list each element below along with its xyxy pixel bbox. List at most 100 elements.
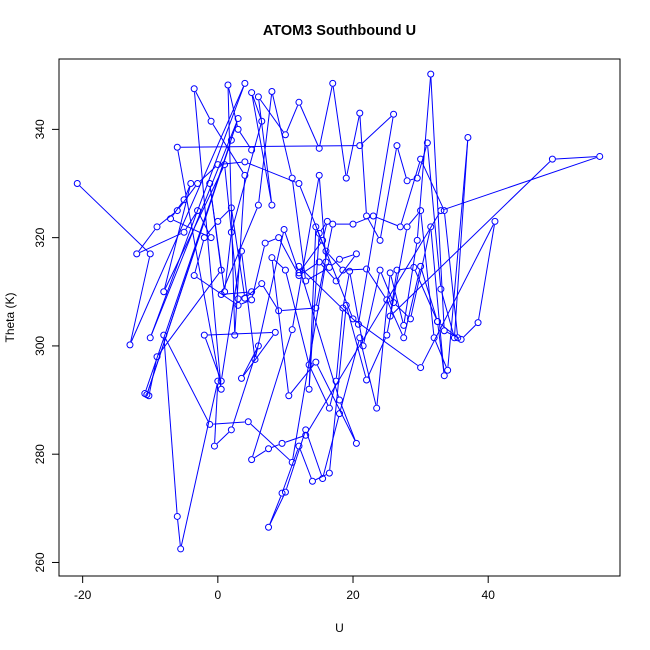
data-point bbox=[190, 272, 198, 280]
series-segment bbox=[444, 157, 597, 210]
series-segment bbox=[177, 150, 222, 386]
data-point bbox=[288, 174, 296, 182]
data-point bbox=[254, 342, 262, 350]
series-segment bbox=[271, 261, 289, 393]
series-segment bbox=[177, 519, 181, 546]
data-point bbox=[214, 217, 222, 225]
data-point bbox=[322, 258, 330, 266]
data-point bbox=[227, 136, 235, 144]
data-point bbox=[354, 320, 362, 328]
series-segment bbox=[221, 161, 242, 165]
series-segment bbox=[224, 235, 232, 289]
data-point bbox=[258, 117, 266, 125]
data-point bbox=[206, 420, 214, 428]
data-point bbox=[187, 180, 195, 188]
series-segment bbox=[362, 116, 392, 144]
data-point bbox=[315, 171, 323, 179]
series-segment bbox=[231, 349, 258, 427]
series-segment bbox=[164, 337, 209, 422]
data-point bbox=[323, 217, 331, 225]
data-point bbox=[237, 374, 245, 382]
data-point bbox=[376, 236, 384, 244]
series-segment bbox=[286, 105, 299, 132]
data-point bbox=[342, 174, 350, 182]
series-segment bbox=[216, 431, 230, 445]
y-tick-label: 340 bbox=[33, 119, 47, 139]
series-segment bbox=[321, 264, 335, 279]
series-segment bbox=[241, 254, 256, 357]
data-point bbox=[241, 158, 249, 166]
series-segment bbox=[149, 360, 157, 393]
data-point bbox=[390, 110, 398, 118]
series-segment bbox=[310, 367, 329, 406]
data-point bbox=[396, 223, 404, 231]
data-point bbox=[153, 353, 161, 361]
data-point bbox=[258, 280, 266, 288]
data-point bbox=[217, 266, 225, 274]
series-segment bbox=[130, 86, 244, 342]
data-point bbox=[190, 85, 198, 93]
data-point bbox=[474, 319, 482, 327]
series-segment bbox=[231, 211, 245, 295]
data-point bbox=[413, 236, 421, 244]
series-segment bbox=[315, 474, 327, 481]
data-point bbox=[406, 315, 414, 323]
data-point bbox=[346, 267, 354, 275]
data-point bbox=[146, 334, 154, 342]
data-point bbox=[278, 489, 286, 497]
data-point bbox=[319, 236, 327, 244]
data-point bbox=[386, 312, 394, 320]
series-segment bbox=[206, 223, 216, 236]
data-point bbox=[194, 207, 202, 215]
data-point bbox=[295, 180, 303, 188]
series-segment bbox=[196, 277, 236, 304]
data-point bbox=[349, 315, 357, 323]
series-segment bbox=[252, 332, 292, 457]
data-point bbox=[376, 266, 384, 274]
series-segment bbox=[444, 214, 458, 335]
data-point bbox=[295, 272, 303, 280]
series-segment bbox=[335, 311, 344, 378]
series-segment bbox=[145, 143, 231, 391]
data-point bbox=[312, 223, 320, 231]
series-lines bbox=[79, 77, 597, 546]
data-point bbox=[288, 458, 296, 466]
data-point bbox=[315, 144, 323, 152]
data-point bbox=[417, 155, 425, 163]
series-segment bbox=[299, 105, 319, 146]
data-point bbox=[214, 377, 222, 385]
series-segment bbox=[254, 450, 266, 459]
series-segment bbox=[380, 148, 397, 237]
data-point bbox=[251, 355, 259, 363]
data-point bbox=[248, 146, 256, 154]
data-point bbox=[308, 477, 316, 485]
series-segment bbox=[212, 123, 244, 173]
data-point bbox=[417, 262, 425, 270]
plot-frame bbox=[58, 58, 621, 577]
series-segment bbox=[349, 274, 364, 343]
data-point bbox=[126, 341, 134, 349]
series-segment bbox=[139, 233, 182, 253]
data-point bbox=[363, 212, 371, 220]
data-point bbox=[221, 161, 229, 169]
plot-area bbox=[73, 70, 604, 553]
data-point bbox=[227, 204, 235, 212]
series-segment bbox=[332, 86, 347, 175]
data-point bbox=[383, 331, 391, 339]
series-segment bbox=[322, 416, 340, 476]
series-segment bbox=[282, 449, 299, 491]
series-segment bbox=[221, 254, 242, 378]
data-point bbox=[413, 174, 421, 182]
data-point bbox=[410, 263, 418, 271]
data-point bbox=[548, 155, 556, 163]
data-point bbox=[281, 488, 289, 496]
series-segment bbox=[463, 324, 476, 338]
series-segment bbox=[219, 209, 230, 220]
series-segment bbox=[417, 77, 431, 237]
data-point bbox=[312, 358, 320, 366]
series-segment bbox=[268, 238, 276, 243]
series-segment bbox=[359, 116, 367, 213]
series-segment bbox=[227, 88, 236, 332]
series-segment bbox=[420, 214, 435, 335]
